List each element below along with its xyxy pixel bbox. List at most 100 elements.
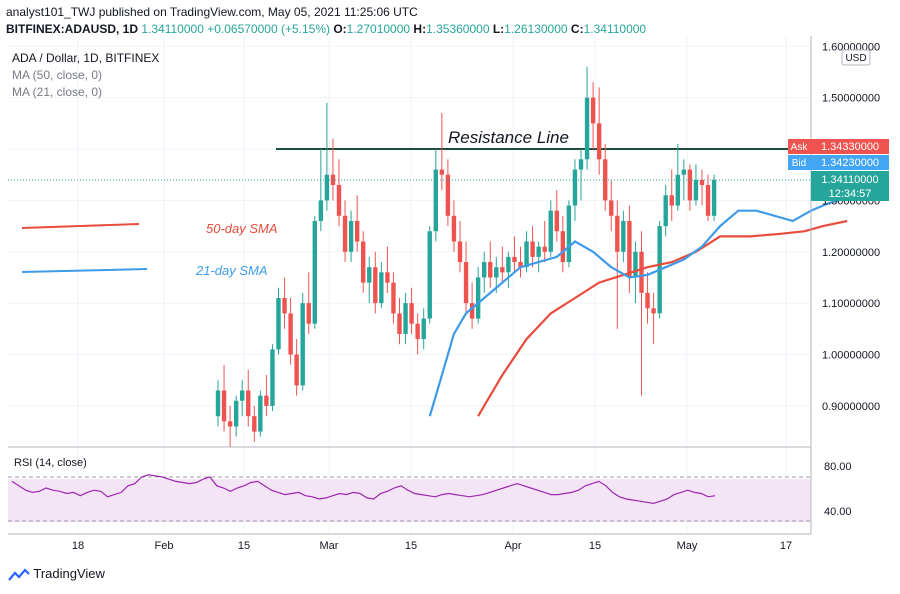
candle-body <box>590 97 596 124</box>
close-value: 1.34110000 <box>583 22 647 36</box>
sma50-label: 50-day SMA <box>206 221 278 236</box>
chart-area[interactable]: Resistance Line 50-day SMA 21-day SMA AD… <box>0 0 900 571</box>
candle-body <box>439 169 445 175</box>
candle-body <box>264 395 269 406</box>
candle-body <box>578 159 584 170</box>
ask-price: 1.34330000 <box>821 141 879 153</box>
last-price: 1.34110000 <box>141 22 204 36</box>
price-tick: 1.20000000 <box>822 247 880 259</box>
usd-badge[interactable] <box>841 49 871 66</box>
price-tick: 1.10000000 <box>822 298 880 310</box>
grid <box>8 36 811 534</box>
candle-body <box>687 169 693 201</box>
candle-body <box>409 303 414 324</box>
candle-body <box>518 262 523 268</box>
candle-body <box>627 220 632 278</box>
candle-body <box>240 390 245 401</box>
candle-body <box>457 241 463 263</box>
candle-body <box>488 262 493 278</box>
candle-body <box>651 308 656 314</box>
candle-body <box>669 195 674 206</box>
ohlc-line: BITFINEX:ADAUSD, 1D 1.34110000 +0.065700… <box>6 22 646 36</box>
tradingview-brand: TradingView <box>33 566 105 581</box>
candle-body <box>373 267 378 304</box>
candle-body <box>560 231 566 263</box>
candle-body <box>512 256 517 263</box>
candle-body <box>596 123 602 160</box>
chart-svg[interactable]: Resistance Line 50-day SMA 21-day SMA AD… <box>0 0 900 566</box>
high-label: H: <box>413 22 427 36</box>
rsi-label: RSI (14, close) <box>14 457 87 469</box>
tradingview-logo-icon <box>8 567 30 581</box>
time-tick: Apr <box>504 540 521 552</box>
candle-body <box>675 174 680 206</box>
candle-body <box>536 246 541 257</box>
rsi-tick-40: 40.00 <box>824 506 852 518</box>
candle-body <box>542 246 547 252</box>
candle-body <box>451 215 457 242</box>
sma21-label: 21-day SMA <box>195 263 268 278</box>
candle-body <box>705 184 711 216</box>
candle-body <box>500 267 505 273</box>
candle-body <box>294 354 299 386</box>
candle-body <box>367 267 372 283</box>
time-tick: 15 <box>405 540 417 552</box>
candle-body <box>584 97 590 160</box>
sma21-legend-line <box>21 268 148 273</box>
price-tick: 1.50000000 <box>822 93 880 105</box>
candle-body <box>609 200 614 216</box>
resistance-label: Resistance Line <box>448 128 569 147</box>
published-text: analyst101_TWJ published on TradingView.… <box>6 5 418 19</box>
candle-body <box>494 267 499 278</box>
time-tick: Feb <box>155 540 174 552</box>
candle-body <box>482 262 487 278</box>
sma50-legend-line <box>21 223 140 229</box>
symbol-text: BITFINEX:ADAUSD, 1D <box>6 22 139 36</box>
candle-body <box>252 416 257 432</box>
countdown: 12:34:57 <box>829 188 872 200</box>
candle-body <box>233 400 239 427</box>
ma21-line <box>428 196 848 417</box>
last-price-axis: 1.34110000 <box>821 174 878 186</box>
time-ticks: 18 Feb 15 Mar 15 Apr 15 May 17 <box>72 540 792 552</box>
candles <box>215 66 717 447</box>
bid-price-tag <box>811 155 889 170</box>
candle-body <box>693 179 699 201</box>
price-tick: 1.00000000 <box>822 350 880 362</box>
price-ticks: 1.600000001.500000001.400000001.30000000… <box>822 41 880 413</box>
candle-body <box>348 220 354 252</box>
published-line: analyst101_TWJ published on TradingView.… <box>6 5 418 19</box>
candle-body <box>336 184 342 216</box>
open-label: O: <box>333 22 347 36</box>
tradingview-footer[interactable]: TradingView <box>8 566 105 582</box>
time-tick: 15 <box>589 540 601 552</box>
low-value: 1.26130000 <box>504 22 568 36</box>
candle-body <box>645 292 650 309</box>
candle-body <box>463 262 469 304</box>
candle-body <box>282 298 287 314</box>
ask-tag <box>788 139 811 154</box>
candle-body <box>554 210 559 232</box>
legend-title: ADA / Dollar, 1D, BITFINEX <box>12 51 159 65</box>
candle-body <box>324 174 330 201</box>
candle-body <box>639 251 644 293</box>
candle-body <box>306 303 311 324</box>
candle-body <box>258 395 263 432</box>
candle-body <box>433 169 438 232</box>
candle-body <box>246 390 251 417</box>
candle-body <box>681 169 687 175</box>
rsi-line <box>11 474 716 505</box>
ask-price-tag <box>811 139 889 154</box>
usd-label: USD <box>845 53 866 64</box>
bid-tag <box>788 155 811 170</box>
candle-body <box>633 251 638 278</box>
legend-ma21: MA (21, close, 0) <box>12 85 102 99</box>
candle-body <box>711 179 717 216</box>
rsi-tick-80: 80.00 <box>824 461 852 473</box>
legend-ma50: MA (50, close, 0) <box>12 68 102 82</box>
time-tick: 17 <box>780 540 792 552</box>
candle-body <box>475 277 481 319</box>
candle-body <box>300 303 305 386</box>
high-value: 1.35360000 <box>426 22 490 36</box>
ask-tag-label: Ask <box>791 142 809 153</box>
